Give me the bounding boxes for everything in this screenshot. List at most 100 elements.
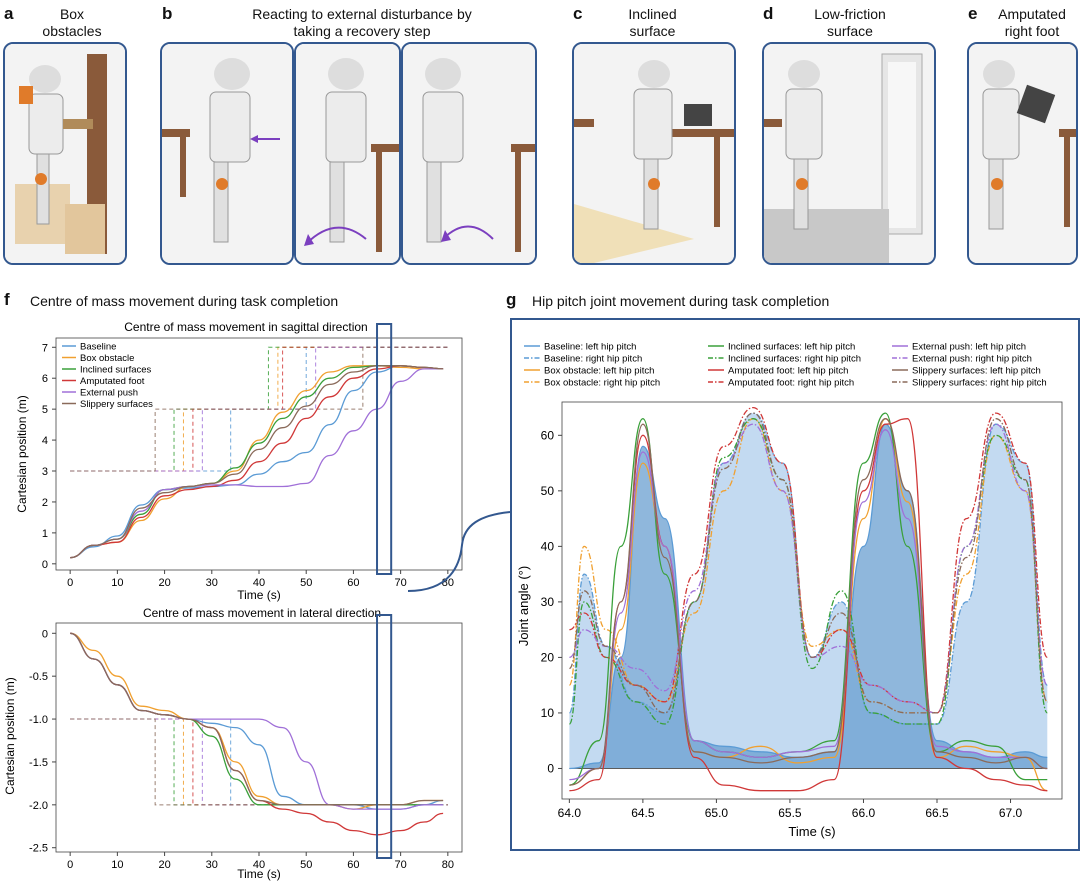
y-tick-label: 60 <box>541 428 555 442</box>
legend-entry: Box obstacle: right hip pitch <box>544 378 660 389</box>
sagittal-y-axis-label: Cartesian position (m) <box>15 395 29 512</box>
robot-box-obstacle-illustration <box>5 44 125 263</box>
y-tick-label: -2.5 <box>29 843 48 855</box>
robot-incline-illustration <box>574 44 734 263</box>
panel-e-letter: e <box>968 4 978 23</box>
legend-entry: Amputated foot: right hip pitch <box>728 378 854 389</box>
legend-entry: Box obstacle: left hip pitch <box>544 366 654 377</box>
lateral-plot-frame <box>55 622 463 853</box>
y-tick-label: -0.5 <box>29 671 48 683</box>
x-tick-label: 0 <box>67 577 73 589</box>
left-hip-shaded-area <box>569 424 1048 769</box>
series-line <box>70 365 444 559</box>
panel-b-photo-2 <box>294 42 401 265</box>
x-tick-label: 20 <box>158 859 170 871</box>
series-line <box>568 418 1048 725</box>
series-line <box>70 632 444 810</box>
series-line <box>569 429 1048 781</box>
x-tick-label: 20 <box>158 577 170 589</box>
y-tick-label: -2.0 <box>29 800 48 812</box>
series-line <box>569 418 1048 792</box>
hip-plot-frame <box>561 401 1063 800</box>
robot-amputated-foot-illustration <box>969 44 1076 263</box>
lateral-chart: Centre of mass movement in lateral direc… <box>3 606 463 881</box>
sagittal-chart-title: Centre of mass movement in sagittal dire… <box>124 320 367 334</box>
right-hip-shaded-area <box>569 413 1048 769</box>
y-tick-label: 3 <box>42 466 48 478</box>
legend-entry: Slippery surfaces: left hip pitch <box>912 366 1041 377</box>
series-line <box>70 632 444 810</box>
panel-e-title: Amputated right foot <box>998 6 1066 39</box>
x-tick-label: 30 <box>206 859 218 871</box>
panel-c-photo <box>572 42 736 265</box>
series-line <box>569 423 1048 714</box>
x-tick-label: 30 <box>206 577 218 589</box>
x-tick-label: 70 <box>395 859 407 871</box>
series-line <box>569 418 1048 786</box>
y-tick-label: 50 <box>541 484 555 498</box>
legend-entry: Inclined surfaces: left hip pitch <box>728 342 855 353</box>
x-tick-label: 70 <box>395 577 407 589</box>
legend-entry: Amputated foot: left hip pitch <box>728 366 848 377</box>
x-tick-label: 10 <box>111 577 123 589</box>
panel-d-photo <box>762 42 936 265</box>
panel-d-letter: d <box>763 4 774 23</box>
y-tick-label: 1 <box>42 528 48 540</box>
x-tick-label: 66.5 <box>925 806 949 820</box>
legend-entry: Inclined surfaces: right hip pitch <box>728 354 861 365</box>
hip-x-axis-label: Time (s) <box>788 824 835 839</box>
y-tick-label: 0 <box>42 628 48 640</box>
x-tick-label: 60 <box>347 859 359 871</box>
x-tick-label: 65.0 <box>705 806 729 820</box>
hip-y-axis-label: Joint angle (°) <box>516 566 531 646</box>
lateral-y-axis-label: Cartesian position (m) <box>3 677 17 794</box>
x-tick-label: 64.5 <box>631 806 655 820</box>
zoom-connector <box>407 511 511 592</box>
robot-low-friction-illustration <box>764 44 934 263</box>
robot-push-illustration-1 <box>162 44 292 263</box>
series-line <box>70 365 444 559</box>
series-line <box>70 368 444 559</box>
section-f-letter: f <box>4 290 10 309</box>
y-tick-label: 0 <box>547 761 554 775</box>
y-tick-label: 7 <box>42 342 48 354</box>
robot-push-illustration-2 <box>296 44 399 263</box>
y-tick-label: 0 <box>42 559 48 571</box>
series-line <box>569 406 1048 714</box>
x-tick-label: 80 <box>442 859 454 871</box>
y-tick-label: 30 <box>541 595 555 609</box>
x-tick-label: 50 <box>300 577 312 589</box>
robot-push-illustration-3 <box>403 44 535 263</box>
x-tick-label: 40 <box>253 859 265 871</box>
x-tick-label: 50 <box>300 859 312 871</box>
y-tick-label: 5 <box>42 404 48 416</box>
lateral-x-axis-label: Time (s) <box>237 867 281 881</box>
hip-pitch-frame <box>510 318 1080 851</box>
series-line <box>568 412 1048 714</box>
series-line <box>568 418 1048 714</box>
panel-b-photo-1 <box>160 42 294 265</box>
legend-entry: Amputated foot <box>80 376 145 387</box>
series-line <box>70 632 444 806</box>
sagittal-x-axis-label: Time (s) <box>237 588 281 602</box>
legend-entry: Slippery surfaces <box>80 399 153 410</box>
legend-entry: Baseline <box>80 342 116 353</box>
y-tick-label: 40 <box>541 539 555 553</box>
y-tick-label: 20 <box>541 650 555 664</box>
x-tick-label: 64.0 <box>558 806 582 820</box>
legend-entry: External push: left hip pitch <box>912 342 1026 353</box>
x-tick-label: 65.5 <box>778 806 802 820</box>
panel-a-photo <box>3 42 127 265</box>
panel-c-letter: c <box>573 4 583 23</box>
x-tick-label: 10 <box>111 859 123 871</box>
panel-c-title: Inclined surface <box>628 6 677 39</box>
panel-b-letter: b <box>162 4 173 23</box>
y-tick-label: -1.5 <box>29 757 48 769</box>
series-line <box>70 632 444 810</box>
section-f-title: Centre of mass movement during task comp… <box>30 293 339 309</box>
section-g-title: Hip pitch joint movement during task com… <box>532 293 830 309</box>
highlight-window <box>376 323 393 575</box>
legend-entry: External push <box>80 388 138 399</box>
legend-entry: Inclined surfaces <box>80 365 152 376</box>
